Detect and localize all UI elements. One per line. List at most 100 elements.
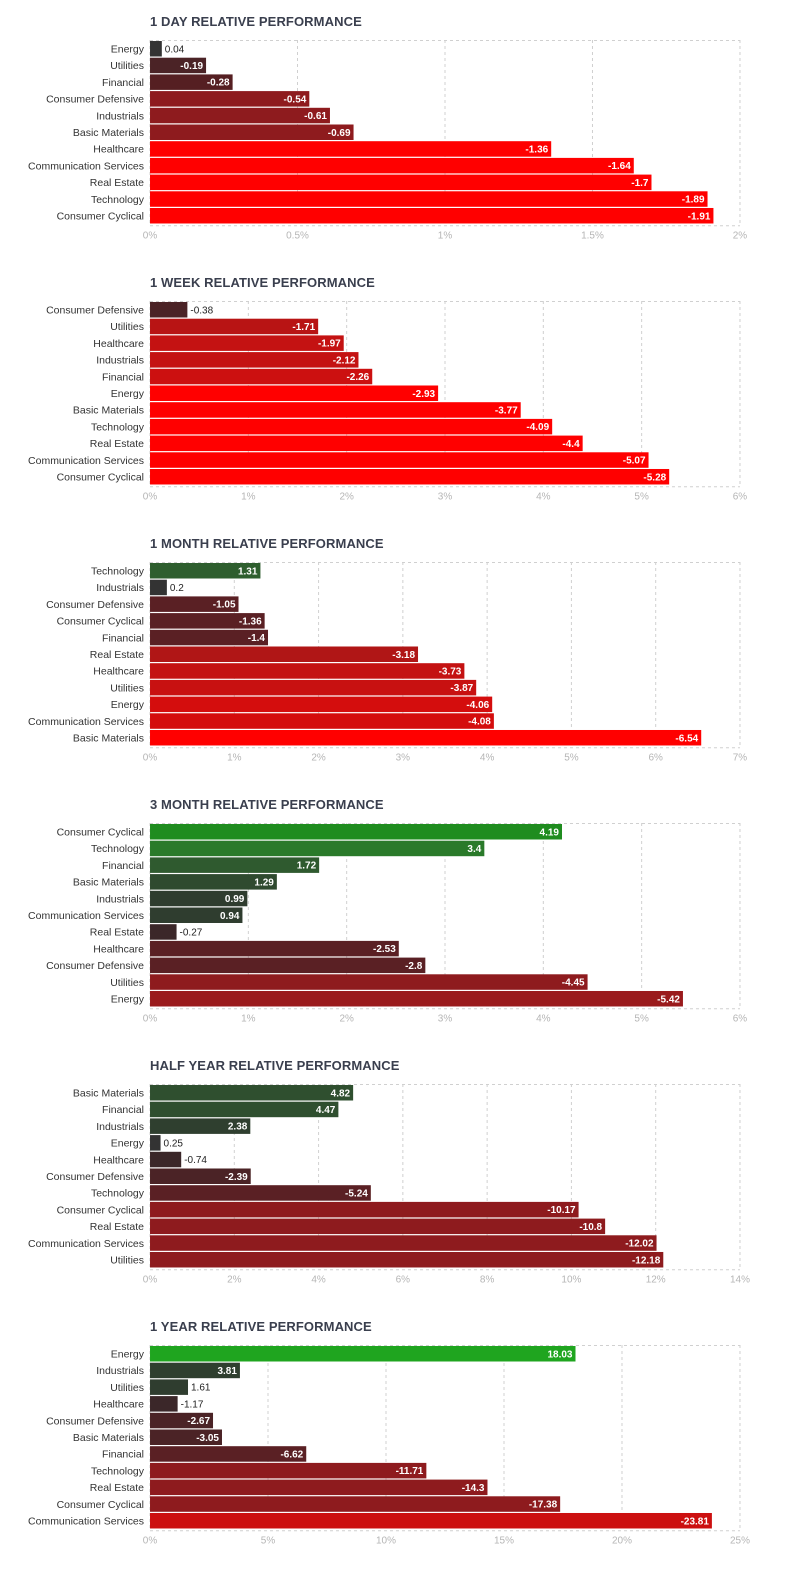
bar-chart: 0% 1% 2% 3% 4% 5% 6% Consumer Defensive -0.38 Uti… [28,301,747,503]
bar-chart: 0% 1% 2% 3% 4% 5% 6% 7% Technology 1.31 Industrial… [28,562,747,764]
data-label: -10.17 [547,1205,576,1216]
data-label: -0.27 [180,928,203,939]
category-label: Consumer Cyclical [57,473,144,484]
category-label: Healthcare [93,145,144,156]
data-label: -2.12 [333,355,356,366]
category-label: Technology [91,1189,145,1200]
x-tick-label: 5% [564,753,579,764]
category-label: Healthcare [93,944,144,955]
data-label: -4.45 [562,978,585,989]
data-label: -5.24 [345,1189,368,1200]
data-label: 1.31 [238,566,258,577]
data-label: -1.7 [631,178,649,189]
bar [150,1512,712,1529]
x-tick-label: 1% [241,1014,256,1025]
bar [150,840,485,857]
bar [150,385,439,401]
data-label: 3.81 [217,1366,237,1377]
data-label: -4.08 [468,717,491,728]
bar [150,596,239,612]
bar [150,629,269,646]
x-tick-label: 6% [733,1014,748,1025]
category-label: Healthcare [93,1155,144,1166]
x-tick-label: 2% [227,1275,242,1286]
data-label: -4.06 [466,700,489,711]
data-label: -1.89 [682,195,705,206]
bar-chart: 0% 2% 4% 6% 8% 10% 12% 14% Basic Materials 4.82 Fi… [28,1084,750,1286]
data-label: -0.19 [180,61,203,72]
bar [150,1168,251,1184]
category-label: Financial [102,78,144,89]
bar [150,1251,664,1268]
data-label: -10.8 [579,1222,602,1233]
bar [150,174,652,191]
x-tick-label: 2% [311,753,326,764]
bar [150,713,494,729]
data-label: 1.72 [297,861,317,872]
category-label: Basic Materials [73,128,144,139]
bar [150,207,714,224]
data-label: -1.97 [318,339,341,350]
data-label: -14.3 [462,1483,485,1494]
data-label: -0.69 [328,128,351,139]
data-label: -2.39 [225,1172,248,1183]
data-label: 2.38 [228,1122,248,1133]
data-label: -2.53 [373,944,396,955]
category-label: Real Estate [90,439,144,450]
x-tick-label: 5% [634,1014,649,1025]
x-tick-label: 10% [561,1275,581,1286]
x-tick-label: 20% [612,1536,632,1547]
category-label: Real Estate [90,178,144,189]
data-label: -1.36 [239,616,262,627]
x-tick-label: 0.5% [286,231,309,242]
category-label: Real Estate [90,650,144,661]
bar [150,1429,222,1445]
category-label: Industrials [96,111,144,122]
bar [150,468,670,485]
bar [150,1185,371,1201]
category-label: Basic Materials [73,1433,144,1444]
category-label: Energy [111,45,145,56]
data-label: -1.36 [525,145,548,156]
bar [150,1118,251,1134]
bar [150,57,207,74]
data-label: -2.8 [405,961,423,972]
bar-chart: 0% 1% 2% 3% 4% 5% 6% Consumer Cyclical 4.19 Techn… [28,823,748,1025]
category-label: Consumer Defensive [46,306,144,317]
chart-title: 1 WEEK RELATIVE PERFORMANCE [150,275,375,290]
category-label: Consumer Cyclical [57,1500,144,1511]
category-label: Technology [91,844,145,855]
bar [150,335,344,351]
bar [150,368,373,385]
x-tick-label: 6% [648,753,663,764]
bar [150,402,521,418]
category-label: Industrials [96,356,144,367]
data-label: -1.91 [688,211,711,222]
category-label: Consumer Cyclical [57,212,144,223]
bar [150,301,188,318]
category-label: Energy [111,995,145,1006]
x-tick-label: 1% [227,753,242,764]
x-tick-label: 3% [438,492,453,503]
bar [150,1479,488,1496]
bar [150,857,320,873]
category-label: Utilities [110,61,144,72]
category-label: Real Estate [90,1483,144,1494]
grid [149,1084,741,1271]
category-label: Basic Materials [73,734,144,745]
x-tick-label: 0% [143,1536,158,1547]
bar [150,1496,561,1512]
bar [150,579,167,596]
category-label: Healthcare [93,1400,144,1411]
x-tick-label: 15% [494,1536,514,1547]
category-label: Industrials [96,1122,144,1133]
category-label: Energy [111,1350,145,1361]
data-label: -2.26 [346,372,369,383]
data-label: -17.38 [529,1500,558,1511]
bar [150,679,477,696]
category-label: Communication Services [28,911,144,922]
data-label: -3.05 [196,1433,219,1444]
bar [150,74,233,90]
x-tick-label: 4% [480,753,495,764]
x-tick-label: 8% [480,1275,495,1286]
